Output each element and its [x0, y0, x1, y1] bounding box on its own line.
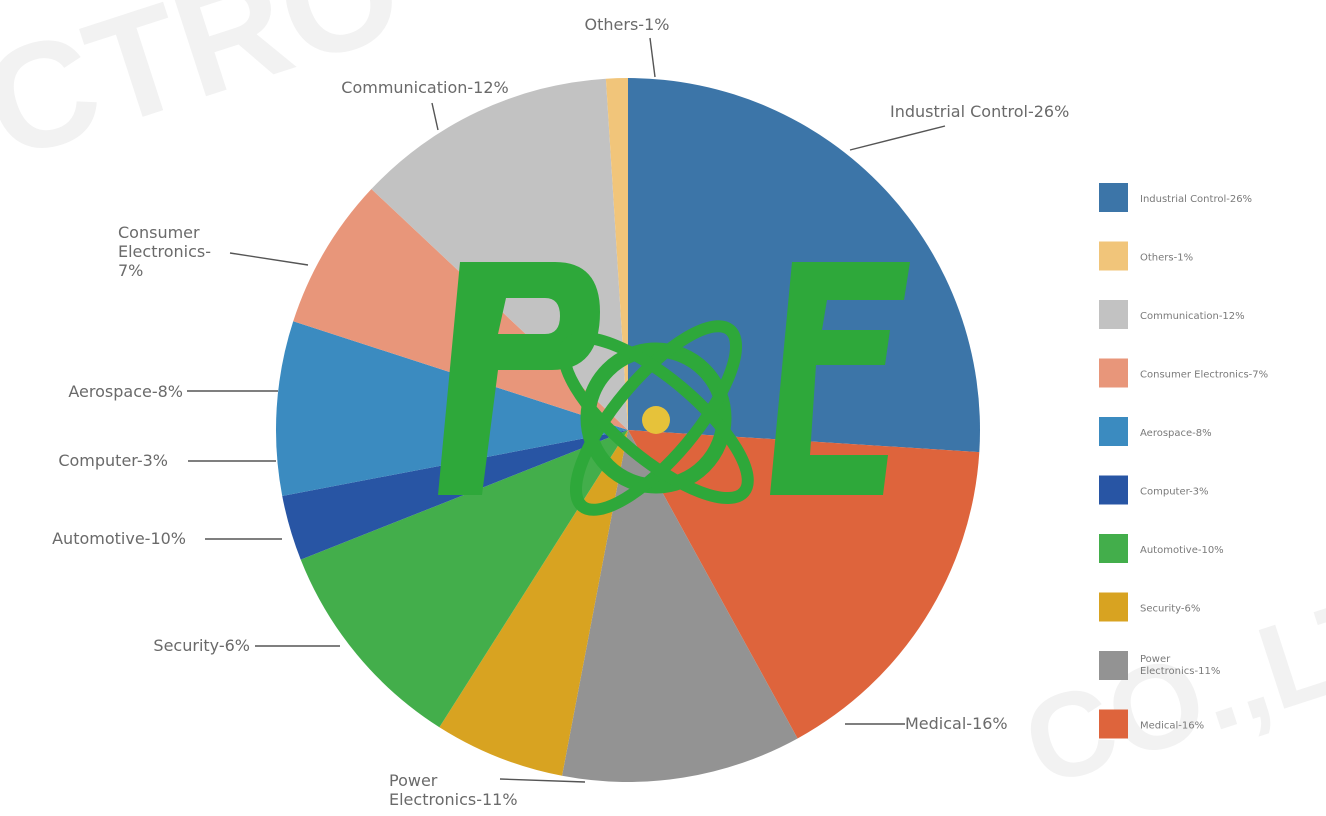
legend-label-line: Power	[1140, 654, 1171, 665]
legend-label: Security-6%	[1140, 604, 1200, 615]
logo-atom-orbit	[558, 331, 754, 505]
legend-label-line: Consumer Electronics-7%	[1140, 370, 1268, 381]
legend-label: Aerospace-8%	[1140, 428, 1212, 439]
callout-leader-line	[499, 778, 586, 783]
logo-letter-p	[438, 262, 600, 495]
legend-label: Computer-3%	[1140, 487, 1209, 498]
legend-swatch	[1099, 183, 1128, 212]
legend-label: Power Electronics-11%	[1140, 654, 1220, 677]
callout-label-line: Aerospace-8%	[68, 382, 183, 401]
legend-swatch	[1099, 358, 1128, 388]
callout-label-line: Medical-16%	[905, 714, 1008, 733]
legend-swatch	[1099, 534, 1128, 563]
legend-swatch	[1099, 241, 1128, 271]
callout-leader-line	[229, 252, 309, 266]
legend-label-line: Security-6%	[1140, 604, 1200, 615]
callout-label: Security-6%	[153, 636, 250, 655]
logo-atom-nucleus	[642, 406, 670, 434]
legend-label: Automotive-10%	[1140, 545, 1224, 556]
legend-swatch	[1099, 475, 1128, 505]
pie-slice	[562, 430, 798, 783]
pie-slice	[300, 430, 628, 728]
callout-label: Others-1%	[585, 15, 670, 34]
legend-swatch	[1099, 709, 1128, 739]
legend-label: Industrial Control-26%	[1140, 194, 1252, 205]
legend-swatch	[1099, 300, 1128, 329]
legend-label-line: Electronics-11%	[1140, 666, 1220, 677]
legend-label-line: Automotive-10%	[1140, 545, 1224, 556]
legend-label-line: Medical-16%	[1140, 721, 1204, 732]
callout-label-line: Computer-3%	[58, 451, 168, 470]
legend-swatch	[1099, 592, 1128, 622]
logo-atom-orbit	[569, 320, 743, 516]
callout-label: Power Electronics-11%	[389, 771, 518, 809]
callout-label-line: Security-6%	[153, 636, 250, 655]
pie-slice	[628, 430, 980, 739]
legend-swatch	[1099, 651, 1128, 680]
legend-label-line: Communication-12%	[1140, 311, 1245, 322]
legend-label: Medical-16%	[1140, 721, 1204, 732]
legend-label: Communication-12%	[1140, 311, 1245, 322]
callout-label-line: Automotive-10%	[52, 529, 186, 548]
callout-label-line: Communication-12%	[341, 78, 508, 97]
callout-label: Automotive-10%	[52, 529, 186, 548]
callout-label: Medical-16%	[905, 714, 1008, 733]
callout-label-line: 7%	[118, 261, 143, 280]
callout-label-line: Consumer	[118, 223, 200, 242]
callout-label-line: Industrial Control-26%	[890, 102, 1069, 121]
callout-label: Aerospace-8%	[68, 382, 183, 401]
legend-label-line: Computer-3%	[1140, 487, 1209, 498]
logo-overlay	[438, 262, 910, 516]
callout-label-line: Power	[389, 771, 438, 790]
legend-label: Consumer Electronics-7%	[1140, 370, 1268, 381]
callout-leader-line	[849, 125, 946, 151]
callout-label-line: Electronics-	[118, 242, 211, 261]
logo-letter-e	[770, 262, 910, 495]
callout-label: Computer-3%	[58, 451, 168, 470]
legend-swatch	[1099, 417, 1128, 446]
legend-label-line: Industrial Control-26%	[1140, 194, 1252, 205]
legend-label-line: Aerospace-8%	[1140, 428, 1212, 439]
callout-label: Communication-12%	[341, 78, 508, 97]
callout-label: Industrial Control-26%	[890, 102, 1069, 121]
legend-label-line: Others-1%	[1140, 253, 1193, 264]
pie-slice	[439, 430, 628, 776]
callout-leader-line	[649, 37, 656, 78]
callout-label-line: Others-1%	[585, 15, 670, 34]
callout-label: Consumer Electronics-7%	[118, 223, 211, 280]
callout-label-line: Electronics-11%	[389, 790, 518, 809]
legend-label: Others-1%	[1140, 253, 1193, 264]
logo-atom-ring	[580, 342, 732, 494]
callout-leader-line	[431, 102, 439, 131]
